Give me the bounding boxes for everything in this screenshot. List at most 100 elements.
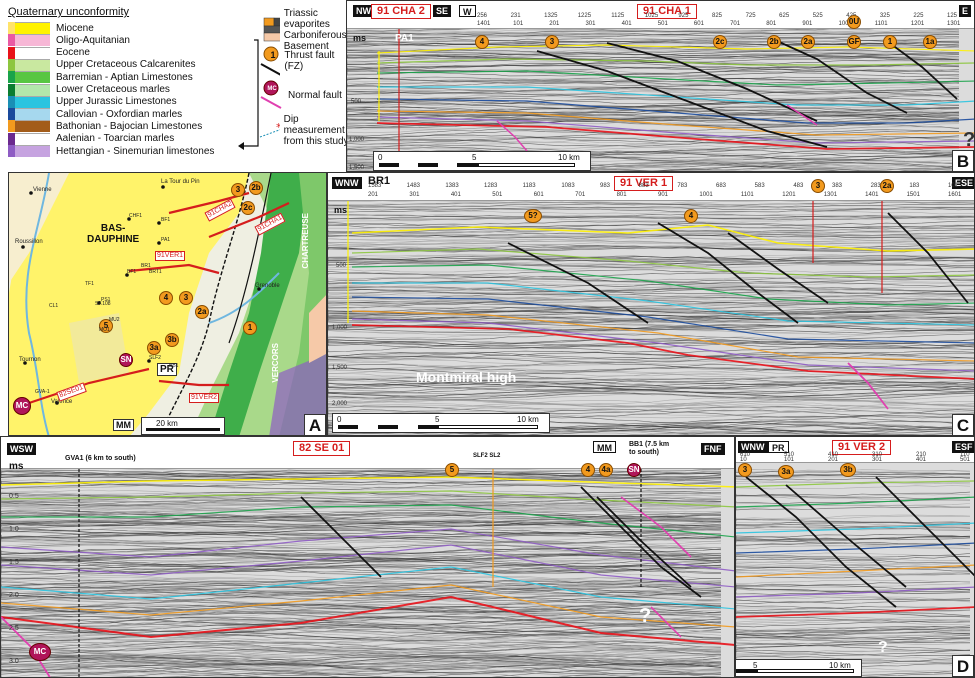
panel-d-time-label: 1.5: [9, 559, 19, 566]
map-well-label: BR1: [141, 263, 151, 269]
map-region-label-1: BAS-: [100, 223, 126, 234]
legend-unit-0: Miocene: [8, 22, 94, 34]
panel-c-scale-5: 5: [435, 415, 440, 424]
legend-unit-label: Oligo-Aquitanian: [56, 34, 130, 46]
panel-d-bb1-label: BB1 (7.5 km to south): [629, 441, 669, 457]
panel-d2-fault-3b: 3b: [840, 463, 856, 477]
legend-unit-5: Lower Cretaceous marles: [8, 83, 170, 96]
map-place-tournon: Tournon: [19, 357, 41, 363]
panel-c-montmiral-high: Montmiral high: [416, 369, 517, 385]
map-well-label: SLF2: [149, 355, 161, 361]
map-region-label-2: DAUPHINE: [87, 234, 140, 245]
shotpoint-tick: 10: [740, 457, 747, 463]
shotpoint-tick: 801: [616, 192, 627, 198]
shotpoint-tick: 1225: [577, 13, 592, 19]
map-well-label: BF1: [127, 269, 137, 275]
panel-d-scale-5: 5: [753, 661, 758, 670]
legend-swatch-0: [8, 22, 50, 34]
panel-d2-title: 91 VER 2: [832, 440, 892, 455]
panel-d-corner-letter: D: [952, 655, 974, 677]
panel-d-wsw-label: WSW: [7, 443, 36, 455]
panel-b-fault-gf: GF: [847, 35, 861, 49]
shotpoint-tick: 401: [916, 457, 927, 463]
panel-d2-question-mark: ?: [878, 639, 888, 656]
legend-swatch-5: [8, 83, 50, 96]
panel-c-scale-0: 0: [337, 415, 342, 424]
shotpoint-tick: 883: [638, 183, 649, 189]
map-well-label: BF1: [161, 217, 171, 223]
panel-d2-fault-3: 3: [738, 463, 752, 477]
shotpoint-tick: 283: [870, 183, 881, 189]
shotpoint-tick: 225: [913, 13, 924, 19]
panel-b-fault-3: 3: [545, 35, 559, 49]
panel-c-ese-label: ESE: [952, 177, 974, 189]
panel-b-se-label: SE: [433, 5, 452, 17]
legend-normal: Normal fault: [258, 80, 342, 110]
shotpoint-tick: 601: [533, 192, 544, 198]
map-thrust-fault-marker: 2c: [241, 201, 255, 215]
panel-d-ms-label: ms: [9, 461, 24, 472]
panel-c-title: 91 VER 1: [614, 176, 674, 191]
shotpoint-tick: 201: [368, 192, 379, 198]
shotpoint-tick: 983: [600, 183, 611, 189]
legend-dip-label-1: Dip measurement: [283, 114, 345, 136]
legend-unit-3: Upper Cretaceous Calcarenites: [8, 58, 196, 71]
shotpoint-tick: 201: [549, 21, 560, 27]
map-scale-label: 20 km: [156, 419, 178, 428]
panel-d-time-label: 2.0: [9, 592, 19, 599]
legend-thrust-label: Thrust fault (FZ): [284, 50, 335, 72]
map-thrust-fault-marker: 3: [231, 183, 245, 197]
shotpoint-tick: 1301: [947, 21, 961, 27]
shotpoint-tick: 1283: [484, 183, 498, 189]
panel-b-e-label: E: [959, 5, 972, 17]
panel-c-fault-4: 4: [684, 209, 698, 223]
legend-swatch-1: [8, 34, 50, 47]
map-well-label: CL1: [49, 303, 59, 309]
shotpoint-tick: 1501: [906, 192, 920, 198]
panel-b-corner-letter: B: [952, 150, 974, 171]
panel-b-fault-2b: 2b: [767, 35, 781, 49]
legend-triassic: Triassic evaporites Carboniferous Baseme…: [262, 8, 351, 52]
map-thrust-fault-marker: 3b: [165, 333, 179, 347]
triassic-swatch-icon: [263, 17, 280, 42]
shotpoint-tick: 801: [766, 21, 777, 27]
map-well-label: MU2: [109, 317, 120, 323]
panel-b-fault-2c: 2c: [713, 35, 727, 49]
panel-b-fault-0u: 0U: [847, 15, 861, 29]
map-well-label: BB1: [169, 363, 179, 369]
legend-unit-label: Lower Cretaceous marles: [56, 84, 170, 95]
panel-b-w-label: W: [459, 5, 476, 17]
shotpoint-tick: 925: [678, 13, 689, 19]
shotpoint-tick: 410: [828, 452, 839, 458]
shotpoint-tick: 525: [812, 13, 823, 19]
map-region-vercors: VERCORS: [271, 343, 280, 383]
panel-b-time-1000: 1,000: [349, 137, 365, 143]
panel-d-fault-4: 4: [581, 463, 595, 477]
legend-unit-4: Barremian - Aptian Limestones: [8, 71, 193, 84]
map-thrust-fault-marker: 5: [99, 319, 113, 333]
panel-d-time-label: 3.0: [9, 658, 19, 665]
legend-unit-label: Callovian - Oxfordian marles: [56, 108, 183, 120]
shotpoint-tick: 301: [585, 21, 596, 27]
thrust-fault-icon: [260, 46, 281, 76]
shotpoint-tick: 701: [730, 21, 741, 27]
shotpoint-tick: 201: [828, 457, 839, 463]
panel-d-time-label: 1.0: [9, 526, 19, 533]
panel-d-slf2-label: SLF2 SL2: [473, 453, 501, 459]
shotpoint-tick: 101: [948, 183, 959, 189]
map-label-mm: MM: [113, 419, 134, 431]
shotpoint-tick: 683: [716, 183, 727, 189]
panel-d-time-label: 0.5: [9, 493, 19, 500]
panel-d2-wnw-label: WNW: [738, 441, 768, 453]
map-place-roussillon: Roussillon: [15, 239, 43, 245]
panel-d2-esf-label: ESF: [952, 441, 974, 453]
legend-swatch-6: [8, 95, 50, 108]
shotpoint-tick: 183: [909, 183, 920, 189]
panel-d-scale-10: 10 km: [829, 661, 851, 670]
map-well-label: BRT1: [149, 269, 162, 275]
shotpoint-tick: 1201: [782, 192, 796, 198]
shotpoint-tick: 1201: [910, 21, 925, 27]
legend-thrust: Thrust fault (FZ): [258, 46, 346, 76]
legend-unit-1: Oligo-Aquitanian: [8, 34, 130, 47]
shotpoint-tick: 310: [872, 452, 883, 458]
